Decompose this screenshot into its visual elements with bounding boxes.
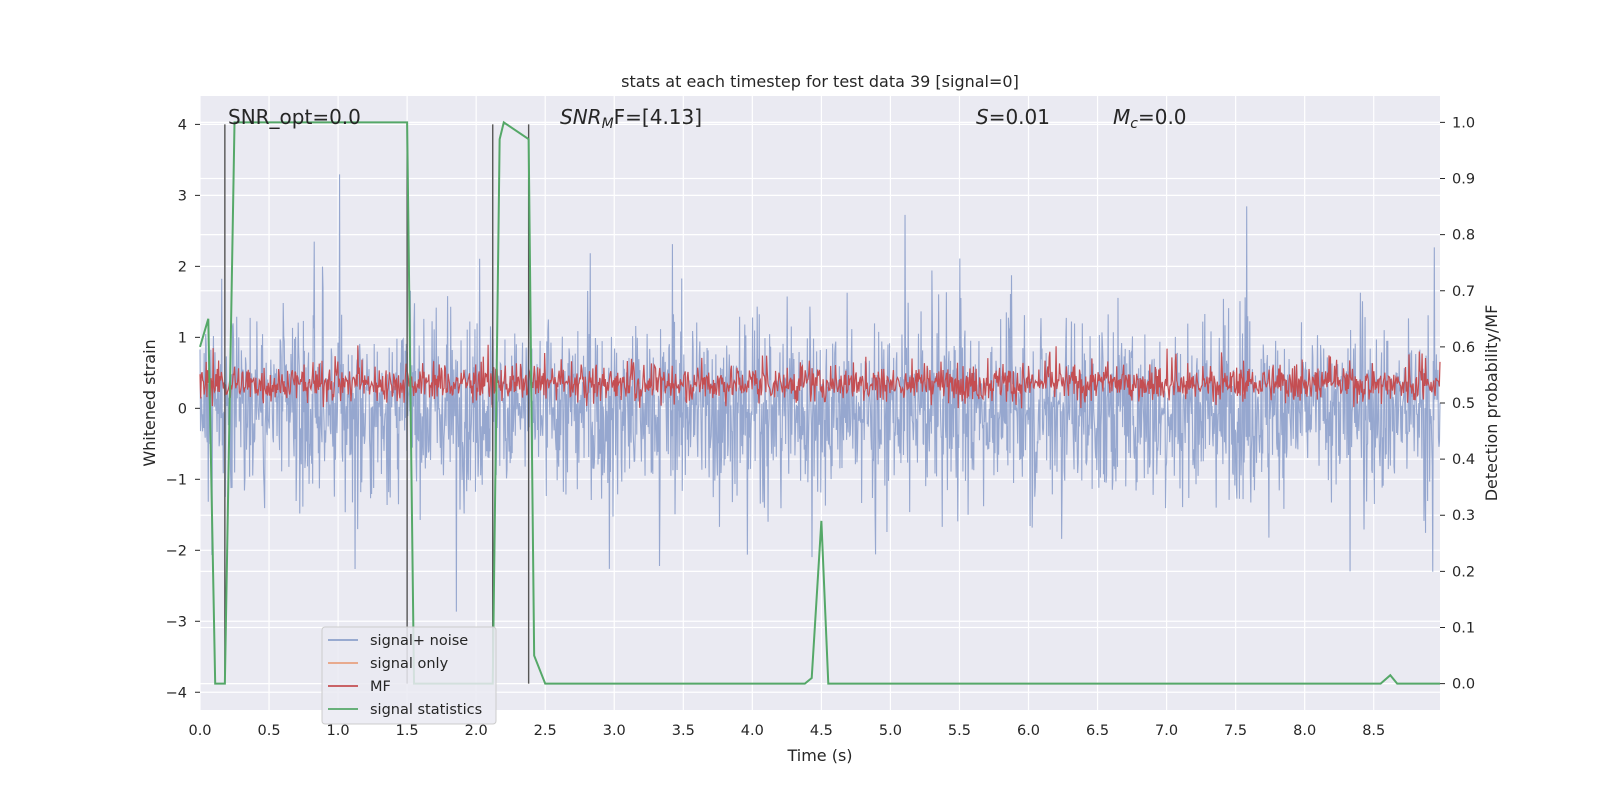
legend: signal+ noise signal only MF signal stat… [321,626,497,725]
annotation-snr-mf-sub: M [602,116,614,132]
x-tick-label: 6.0 [1017,723,1040,739]
x-axis-label: Time (s) [786,746,852,765]
x-tick-label: 5.0 [879,723,902,739]
x-tick-label: 2.0 [465,723,488,739]
x-tick-label: 6.5 [1086,723,1109,739]
x-tick-label: 4.5 [810,723,833,739]
annotation-s: S=0.01 [976,105,1050,129]
legend-box [321,626,497,725]
legend-label-signal-statistics: signal statistics [370,702,482,718]
annotation-snr-opt: SNR_opt=0.0 [228,105,361,129]
y2-tick-labels: 1.0 0.9 0.8 0.7 0.6 0.5 0.4 0.3 0.2 0.1 0.0 [1440,115,1475,693]
y-tick-labels: 4 3 2 1 0 −1 −2 −3 −4 [166,117,200,701]
y2-tick-label: 0.5 [1452,396,1475,412]
y-axis-label: Whitened strain [140,339,159,466]
y2-tick-label: 1.0 [1452,115,1475,131]
signal-statistics-line [199,120,1440,685]
y-tick-label: −3 [166,614,187,630]
legend-label-signal-noise: signal+ noise [370,633,468,649]
annotation-mc: Mc=0.0 [1113,105,1187,132]
annotation-snr-mf-main: SNR [560,105,602,129]
y2-tick-label: 0.2 [1452,564,1475,580]
x-tick-label: 1.0 [327,723,350,739]
x-tick-labels: 0.0 0.5 1.0 1.5 2.0 2.5 3.0 3.5 4.0 4.5 5.0 5.5 6.0 6… [188,723,1385,739]
y-tick-label: 0 [178,401,187,417]
y-tick-label: −4 [166,685,187,701]
y2-tick-label: 0.7 [1452,284,1475,300]
annotation-mc-rest: =0.0 [1138,105,1187,129]
annotation-snr-mf: SNRMF=[4.13] [560,105,702,132]
x-tick-label: 8.0 [1293,723,1316,739]
chart-title: stats at each timestep for test data 39 … [621,72,1019,91]
x-tick-label: 0.0 [188,723,211,739]
y2-tick-label: 0.6 [1452,340,1475,356]
annotation-s-main: S [976,105,989,129]
y2-tick-label: 0.9 [1452,172,1475,188]
y2-tick-label: 0.1 [1452,620,1475,636]
x-tick-label: 1.5 [396,723,419,739]
y2-axis-label: Detection probability/MF [1482,305,1501,502]
x-tick-label: 2.5 [534,723,557,739]
y2-tick-label: 0.3 [1452,508,1475,524]
y-tick-label: 4 [178,117,187,133]
y-tick-label: 3 [178,188,187,204]
x-tick-label: 0.5 [258,723,281,739]
x-tick-label: 7.0 [1155,723,1178,739]
signal-statistics-series [199,120,1440,685]
annotation-mc-main: M [1113,105,1130,129]
y2-tick-label: 0.0 [1452,677,1475,693]
annotation-mc-sub: c [1130,116,1138,132]
y-tick-label: −1 [166,472,187,488]
y2-tick-label: 0.8 [1452,228,1475,244]
y-tick-label: 2 [178,259,187,275]
y-tick-label: −2 [166,543,187,559]
legend-label-mf: MF [370,679,391,695]
x-tick-label: 8.5 [1362,723,1385,739]
annotation-s-rest: =0.01 [989,105,1050,129]
x-tick-label: 3.5 [672,723,695,739]
y2-tick-label: 0.4 [1452,452,1475,468]
x-tick-label: 3.0 [603,723,626,739]
x-tick-label: 7.5 [1224,723,1247,739]
legend-label-signal-only: signal only [370,656,449,672]
x-tick-label: 4.0 [741,723,764,739]
x-tick-label: 5.5 [948,723,971,739]
annotation-snr-mf-rest: F=[4.13] [614,105,702,129]
y-tick-label: 1 [178,330,187,346]
